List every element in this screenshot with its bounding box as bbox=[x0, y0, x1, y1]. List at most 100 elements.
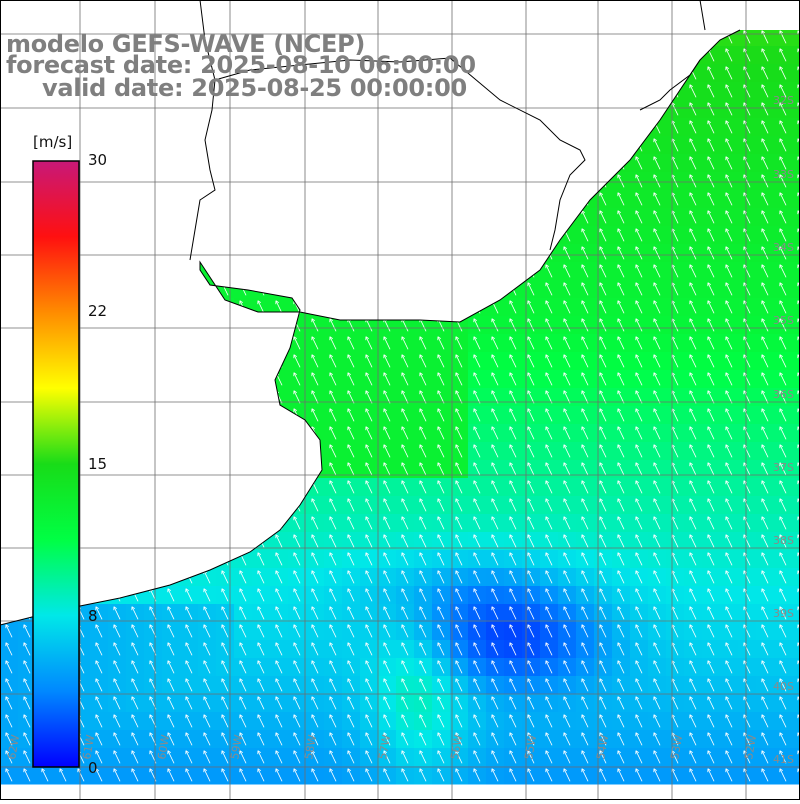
wind-arrow bbox=[258, 463, 264, 476]
sea-cell bbox=[450, 100, 469, 119]
sea-cell bbox=[414, 28, 433, 47]
wind-arrow bbox=[258, 121, 264, 134]
wind-arrow bbox=[168, 211, 174, 224]
wind-arrow bbox=[312, 229, 318, 242]
sea-cell bbox=[540, 136, 559, 155]
wind-arrow bbox=[258, 337, 264, 350]
wind-arrow bbox=[222, 463, 228, 476]
sea-cell bbox=[324, 262, 343, 281]
sea-cell bbox=[198, 352, 217, 371]
wind-arrow bbox=[492, 103, 498, 116]
wind-arrow bbox=[6, 103, 12, 116]
wind-arrow bbox=[6, 301, 12, 314]
sea-cell bbox=[0, 100, 19, 119]
wind-arrow bbox=[330, 193, 336, 206]
wind-arrow bbox=[348, 175, 354, 188]
sea-cell bbox=[198, 460, 217, 479]
wind-arrow bbox=[492, 67, 498, 80]
sea-cell bbox=[144, 244, 163, 263]
sea-cell bbox=[432, 298, 451, 317]
sea-cell bbox=[612, 100, 631, 119]
wind-arrow bbox=[402, 139, 408, 152]
wind-arrow bbox=[600, 139, 606, 152]
wind-arrow bbox=[6, 355, 12, 368]
wind-arrow bbox=[366, 103, 372, 116]
sea-cell bbox=[432, 262, 451, 281]
sea-cell bbox=[792, 262, 800, 281]
sea-cell bbox=[612, 118, 631, 137]
sea-cell bbox=[792, 640, 800, 659]
sea-cell bbox=[486, 100, 505, 119]
wind-arrow bbox=[384, 301, 390, 314]
sea-cell bbox=[90, 424, 109, 443]
sea-cell bbox=[378, 100, 397, 119]
sea-cell bbox=[468, 244, 487, 263]
sea-cell bbox=[144, 352, 163, 371]
sea-cell bbox=[468, 28, 487, 47]
sea-cell bbox=[594, 154, 613, 173]
sea-cell bbox=[288, 460, 307, 479]
sea-cell bbox=[216, 316, 235, 335]
sea-cell bbox=[252, 370, 271, 389]
sea-cell bbox=[108, 190, 127, 209]
wind-arrow bbox=[114, 535, 120, 548]
sea-cell bbox=[234, 136, 253, 155]
wind-arrow bbox=[456, 247, 462, 260]
wind-arrow bbox=[276, 211, 282, 224]
wind-arrow bbox=[204, 535, 210, 548]
sea-cell bbox=[468, 118, 487, 137]
sea-cell bbox=[162, 424, 181, 443]
sea-cell bbox=[576, 154, 595, 173]
sea-cell bbox=[216, 262, 235, 281]
sea-cell bbox=[252, 244, 271, 263]
sea-cell bbox=[324, 190, 343, 209]
sea-cell bbox=[468, 190, 487, 209]
wind-arrow bbox=[402, 31, 408, 44]
sea-cell bbox=[270, 352, 289, 371]
sea-cell bbox=[162, 568, 181, 587]
wind-arrow bbox=[420, 193, 426, 206]
sea-cell bbox=[288, 100, 307, 119]
sea-cell bbox=[522, 64, 541, 83]
wind-arrow bbox=[294, 103, 300, 116]
sea-cell bbox=[198, 154, 217, 173]
sea-cell bbox=[414, 298, 433, 317]
wind-arrow bbox=[582, 157, 588, 170]
sea-cell bbox=[702, 28, 721, 47]
sea-cell bbox=[522, 136, 541, 155]
wind-arrow bbox=[402, 229, 408, 242]
sea-cell bbox=[216, 172, 235, 191]
sea-cell bbox=[594, 82, 613, 101]
sea-cell bbox=[504, 244, 523, 263]
wind-arrow bbox=[384, 265, 390, 278]
wind-arrow bbox=[258, 229, 264, 242]
wind-arrow bbox=[312, 463, 318, 476]
sea-cell bbox=[180, 550, 199, 569]
wind-arrow bbox=[24, 391, 30, 404]
sea-cell bbox=[198, 298, 217, 317]
sea-cell bbox=[594, 100, 613, 119]
sea-cell bbox=[360, 154, 379, 173]
wind-arrow bbox=[258, 499, 264, 512]
wind-arrow bbox=[618, 139, 624, 152]
wind-arrow bbox=[114, 553, 120, 566]
wind-arrow bbox=[564, 67, 570, 80]
wind-arrow bbox=[204, 211, 210, 224]
wind-arrow bbox=[114, 229, 120, 242]
sea-cell bbox=[144, 154, 163, 173]
wind-arrow bbox=[402, 175, 408, 188]
wind-arrow bbox=[492, 247, 498, 260]
wind-arrow bbox=[6, 229, 12, 242]
sea-cell bbox=[432, 28, 451, 47]
wind-arrow bbox=[312, 211, 318, 224]
sea-cell bbox=[432, 136, 451, 155]
sea-cell bbox=[324, 118, 343, 137]
sea-cell bbox=[594, 172, 613, 191]
wind-arrow bbox=[222, 193, 228, 206]
wind-arrow bbox=[186, 499, 192, 512]
wind-arrow bbox=[222, 427, 228, 440]
wind-arrow bbox=[240, 211, 246, 224]
wind-arrow bbox=[240, 337, 246, 350]
sea-cell bbox=[252, 316, 271, 335]
wind-arrow bbox=[348, 139, 354, 152]
